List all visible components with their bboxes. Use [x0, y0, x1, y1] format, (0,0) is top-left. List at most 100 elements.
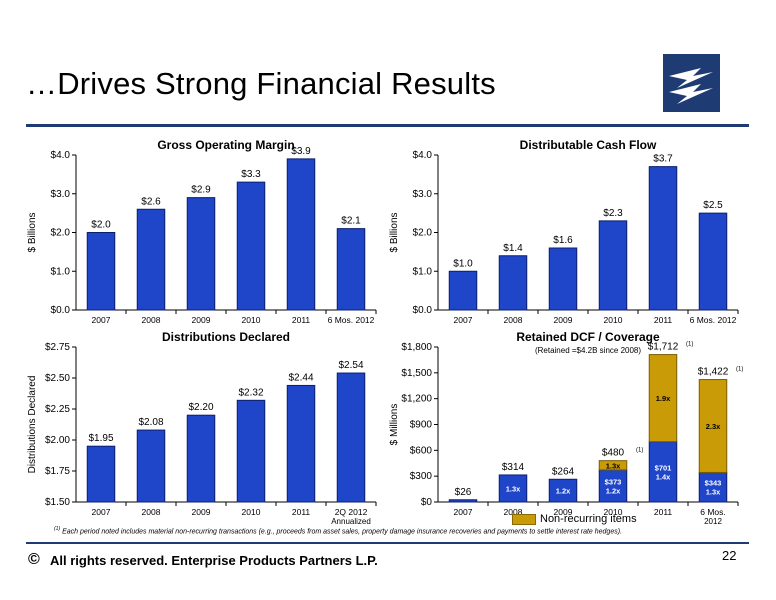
- bar-total-label: $264: [552, 466, 575, 477]
- y-axis-label: $ Billions: [389, 212, 400, 252]
- bar: [86, 232, 116, 311]
- bar: [236, 399, 266, 503]
- chart-subtitle: (Retained =$4.2B since 2008): [535, 346, 641, 355]
- bar-inner-label: 1.4x: [656, 472, 671, 481]
- x-tick-label: 2010: [242, 315, 261, 325]
- y-tick-label: $3.0: [413, 189, 433, 200]
- y-tick-label: $1.0: [413, 266, 433, 277]
- y-tick-label: $1,800: [401, 342, 432, 353]
- bar-total-label: $1,422: [698, 367, 729, 378]
- footnote-text: Each period noted includes material non-…: [62, 528, 622, 536]
- bar: [286, 384, 316, 503]
- x-tick-label: 2008: [504, 315, 523, 325]
- bar-inner-label: 1.3x: [606, 461, 621, 470]
- legend-nonrecurring: Non-recurring items: [512, 513, 637, 525]
- bar-value-label: $2.1: [341, 216, 361, 227]
- retained-dcf-coverage-chart: Retained DCF / Coverage (Retained =$4.2B …: [388, 330, 748, 526]
- bar-total-note: (1): [636, 448, 643, 454]
- bar-value-label: $2.08: [138, 417, 163, 428]
- y-tick-label: $1.0: [51, 266, 71, 277]
- x-tick-label: 2007: [454, 507, 473, 517]
- bar-value-label: $3.3: [241, 169, 261, 180]
- bar-value-label: $3.9: [291, 146, 311, 157]
- bar-inner-label: 1.3x: [506, 484, 521, 493]
- bar-value-label: $2.9: [191, 185, 211, 196]
- bar-inner-label: 2.3x: [706, 422, 721, 431]
- y-tick-label: $2.50: [45, 373, 70, 384]
- page-number: 22: [722, 548, 737, 563]
- y-tick-label: $0.0: [413, 305, 433, 316]
- x-tick-label: 2011: [292, 507, 311, 517]
- bar-value-label: $2.54: [338, 360, 363, 371]
- bar-segment-retained: [498, 474, 528, 503]
- bar-total-note: (1): [686, 342, 693, 348]
- chart-title: Distributable Cash Flow: [520, 138, 657, 152]
- bar-segment-retained: [598, 469, 628, 503]
- x-tick-label: 2010: [242, 507, 261, 517]
- chart-title: Retained DCF / Coverage: [516, 330, 660, 344]
- y-tick-label: $2.0: [413, 228, 433, 239]
- bar-value-label: $2.32: [238, 387, 263, 398]
- bar: [698, 212, 728, 311]
- bar-value-label: $2.0: [91, 220, 111, 231]
- bar: [448, 270, 478, 311]
- y-tick-label: $4.0: [413, 150, 433, 161]
- bar-value-label: $1.6: [553, 235, 573, 246]
- y-tick-label: $900: [410, 420, 433, 431]
- copyright-icon: ©: [28, 551, 40, 568]
- x-tick-label: 2009: [192, 315, 211, 325]
- bar-inner-label: 1.3x: [706, 488, 721, 497]
- y-tick-label: $4.0: [51, 150, 71, 161]
- enterprise-logo-icon: [663, 54, 720, 112]
- bar-inner-label: 1.2x: [606, 486, 621, 495]
- bar-total-label: $480: [602, 448, 625, 459]
- bar-total-label: $1,712: [648, 342, 679, 353]
- bar: [548, 247, 578, 311]
- y-tick-label: $0.0: [51, 305, 71, 316]
- bar: [186, 197, 216, 311]
- x-tick-label: 2Q 2012: [335, 507, 368, 517]
- x-tick-label: 2009: [554, 507, 573, 517]
- bar: [336, 372, 366, 503]
- bar-value-label: $1.95: [88, 433, 113, 444]
- page-title: …Drives Strong Financial Results: [26, 66, 496, 101]
- footnote: (1) Each period noted includes material …: [54, 526, 622, 535]
- bar: [648, 166, 678, 311]
- x-tick-sublabel: Annualized: [331, 517, 371, 526]
- y-tick-label: $2.00: [45, 435, 70, 446]
- x-tick-label: 2009: [554, 315, 573, 325]
- bar: [336, 228, 366, 311]
- chart-title: Distributions Declared: [162, 330, 290, 344]
- bar-segment-retained: [548, 478, 578, 503]
- bar: [236, 181, 266, 311]
- bar-segment-retained: [698, 471, 728, 503]
- header-rule: [26, 124, 749, 127]
- bar-total-label: $26: [455, 487, 472, 498]
- bar: [136, 429, 166, 503]
- x-tick-label: 2010: [604, 315, 623, 325]
- x-tick-label: 2011: [292, 315, 311, 325]
- bar: [286, 158, 316, 311]
- y-axis-label: Distributions Declared: [27, 376, 38, 474]
- x-tick-label: 6 Mos. 2012: [690, 315, 737, 325]
- x-tick-label: 2011: [654, 507, 673, 517]
- x-tick-label: 6 Mos. 2012: [328, 315, 375, 325]
- y-tick-label: $1.75: [45, 466, 70, 477]
- bar: [498, 255, 528, 311]
- bar-inner-label: $701: [655, 463, 672, 472]
- bar-segment-nonrecurring: [598, 460, 628, 471]
- x-tick-sublabel: 2012: [704, 517, 722, 526]
- x-tick-label: 2007: [454, 315, 473, 325]
- y-tick-label: $2.75: [45, 342, 70, 353]
- chart-title: Gross Operating Margin: [157, 138, 294, 152]
- bar-value-label: $2.44: [288, 372, 313, 383]
- x-tick-label: 6 Mos.: [700, 507, 726, 517]
- bar: [86, 445, 116, 503]
- y-tick-label: $300: [410, 471, 433, 482]
- chart-svg: Distributable Cash Flow $ Billions $0.0 $1.…: [389, 138, 739, 325]
- bar-value-label: $1.0: [453, 258, 473, 269]
- x-tick-label: 2010: [604, 507, 623, 517]
- bar-value-label: $3.7: [653, 154, 673, 165]
- bar: [186, 414, 216, 503]
- x-tick-label: 2007: [92, 315, 111, 325]
